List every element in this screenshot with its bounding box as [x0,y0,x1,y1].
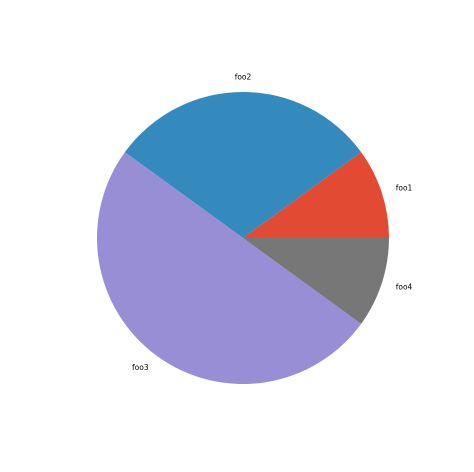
pie-label-foo2: foo2 [235,72,252,81]
pie-label-foo1: foo1 [396,183,413,192]
pie-label-foo3: foo3 [132,363,149,372]
pie-slice-foo2 [124,91,362,238]
pie-slices [97,91,389,384]
pie-labels: foo1 foo2 foo3 foo4 [132,72,413,372]
pie-slice-foo3 [97,152,362,384]
pie-label-foo4: foo4 [396,283,413,292]
pie-slice-foo4 [243,238,389,324]
pie-slice-foo1 [243,152,389,238]
